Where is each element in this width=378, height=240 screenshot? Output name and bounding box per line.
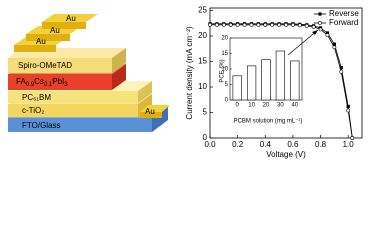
layer-front (8, 118, 152, 132)
marker (332, 45, 337, 50)
marker (339, 66, 343, 70)
legend-marker (318, 21, 322, 25)
layer-label: PC₆₁BM (22, 93, 51, 102)
layer-side (112, 48, 126, 73)
legend-label: Forward (329, 18, 358, 27)
x-tick-label: 30 (277, 103, 284, 109)
x-tick-label: 0.6 (287, 140, 299, 149)
layer-front (8, 91, 138, 103)
legend-label: Reverse (329, 9, 359, 18)
au-electrodes (14, 14, 170, 118)
y-tick-label: 5 (225, 82, 229, 88)
y-tick-label: 20 (198, 31, 207, 40)
marker (249, 22, 254, 27)
annotation-arrow (287, 29, 319, 56)
x-tick-label: 1.0 (343, 140, 355, 149)
x-axis-label: Voltage (V) (266, 150, 306, 159)
label-part: PbI (52, 77, 64, 86)
y-tick-label: 10 (198, 82, 207, 91)
electrode-label: Au (66, 14, 76, 23)
bar (232, 75, 242, 101)
electrode-label: Au (36, 37, 46, 46)
label-part: 3 (64, 82, 68, 88)
layer-side (138, 81, 152, 103)
marker (215, 22, 219, 27)
layer-side (112, 64, 126, 90)
y-tick-label: 0 (203, 133, 208, 142)
layer-front (8, 104, 138, 117)
bar (246, 65, 257, 101)
label-part: Cs (34, 77, 44, 86)
y-axis-label: Current density (mA cm⁻²) (185, 26, 194, 119)
x-tick-label: 0.2 (232, 140, 244, 149)
marker (263, 22, 268, 27)
series-line (210, 23, 353, 139)
marker (242, 22, 247, 27)
marker (208, 22, 212, 27)
arrow-head (312, 30, 318, 35)
y-tick-label: 5 (203, 108, 208, 117)
marker (325, 33, 330, 37)
marker (291, 22, 295, 27)
layer-label: c-TiO₂ (22, 106, 44, 115)
bar (275, 50, 286, 101)
electrode-label: Au (145, 107, 155, 116)
layer-side (152, 106, 168, 132)
x-tick-label: 40 (291, 103, 298, 109)
marker (221, 22, 226, 27)
marker (318, 27, 323, 32)
label-part: FA (16, 77, 26, 86)
marker (284, 22, 288, 27)
marker (311, 24, 316, 29)
marker (346, 104, 350, 108)
x-tick-label: 0 (236, 103, 240, 109)
label-part: 0.9 (26, 82, 35, 88)
y-tick-label: 0 (225, 98, 229, 104)
marker (350, 136, 355, 140)
electrode-label: Au (50, 26, 60, 35)
legend-marker (318, 12, 322, 16)
inset-x-label: PCBM solution (mg mL⁻¹) (234, 119, 303, 125)
x-tick-label: 20 (263, 103, 270, 109)
marker (235, 22, 240, 27)
marker (332, 42, 336, 46)
inset-y-label: PCE (%) (220, 59, 226, 82)
y-tick-label: 20 (221, 36, 228, 42)
bar (290, 60, 300, 101)
y-tick-label: 25 (198, 6, 207, 15)
figure: Au Au Au Au Spiro-OMeTAD FA0.9Cs0.1PbI3 … (7, 6, 363, 159)
layer-front (8, 58, 112, 73)
plot-frame (209, 7, 363, 139)
y-tick-label: 10 (221, 67, 228, 73)
series-line (210, 24, 353, 139)
layer-front (8, 74, 112, 90)
x-tick-label: 0.4 (260, 140, 272, 149)
marker (346, 108, 351, 113)
marker (277, 22, 281, 27)
bar (261, 59, 271, 101)
layer-label: FTO/Glass (22, 121, 61, 130)
marker (297, 23, 302, 28)
marker (325, 31, 330, 35)
device-schematic: Au Au Au Au Spiro-OMeTAD FA0.9Cs0.1PbI3 … (7, 14, 170, 132)
marker (256, 22, 261, 27)
marker (270, 22, 275, 27)
x-tick-label: 10 (248, 103, 255, 109)
layer-label: Spiro-OMeTAD (18, 61, 72, 70)
y-tick-label: 15 (198, 57, 207, 66)
y-tick-label: 15 (221, 51, 228, 57)
marker (228, 22, 233, 27)
marker (339, 69, 344, 74)
x-tick-label: 0.8 (315, 140, 327, 149)
layer-label: FA0.9Cs0.1PbI3 (16, 77, 68, 87)
x-tick-label: 0.0 (204, 140, 216, 149)
marker (304, 23, 309, 28)
label-part: 0.1 (44, 82, 53, 88)
